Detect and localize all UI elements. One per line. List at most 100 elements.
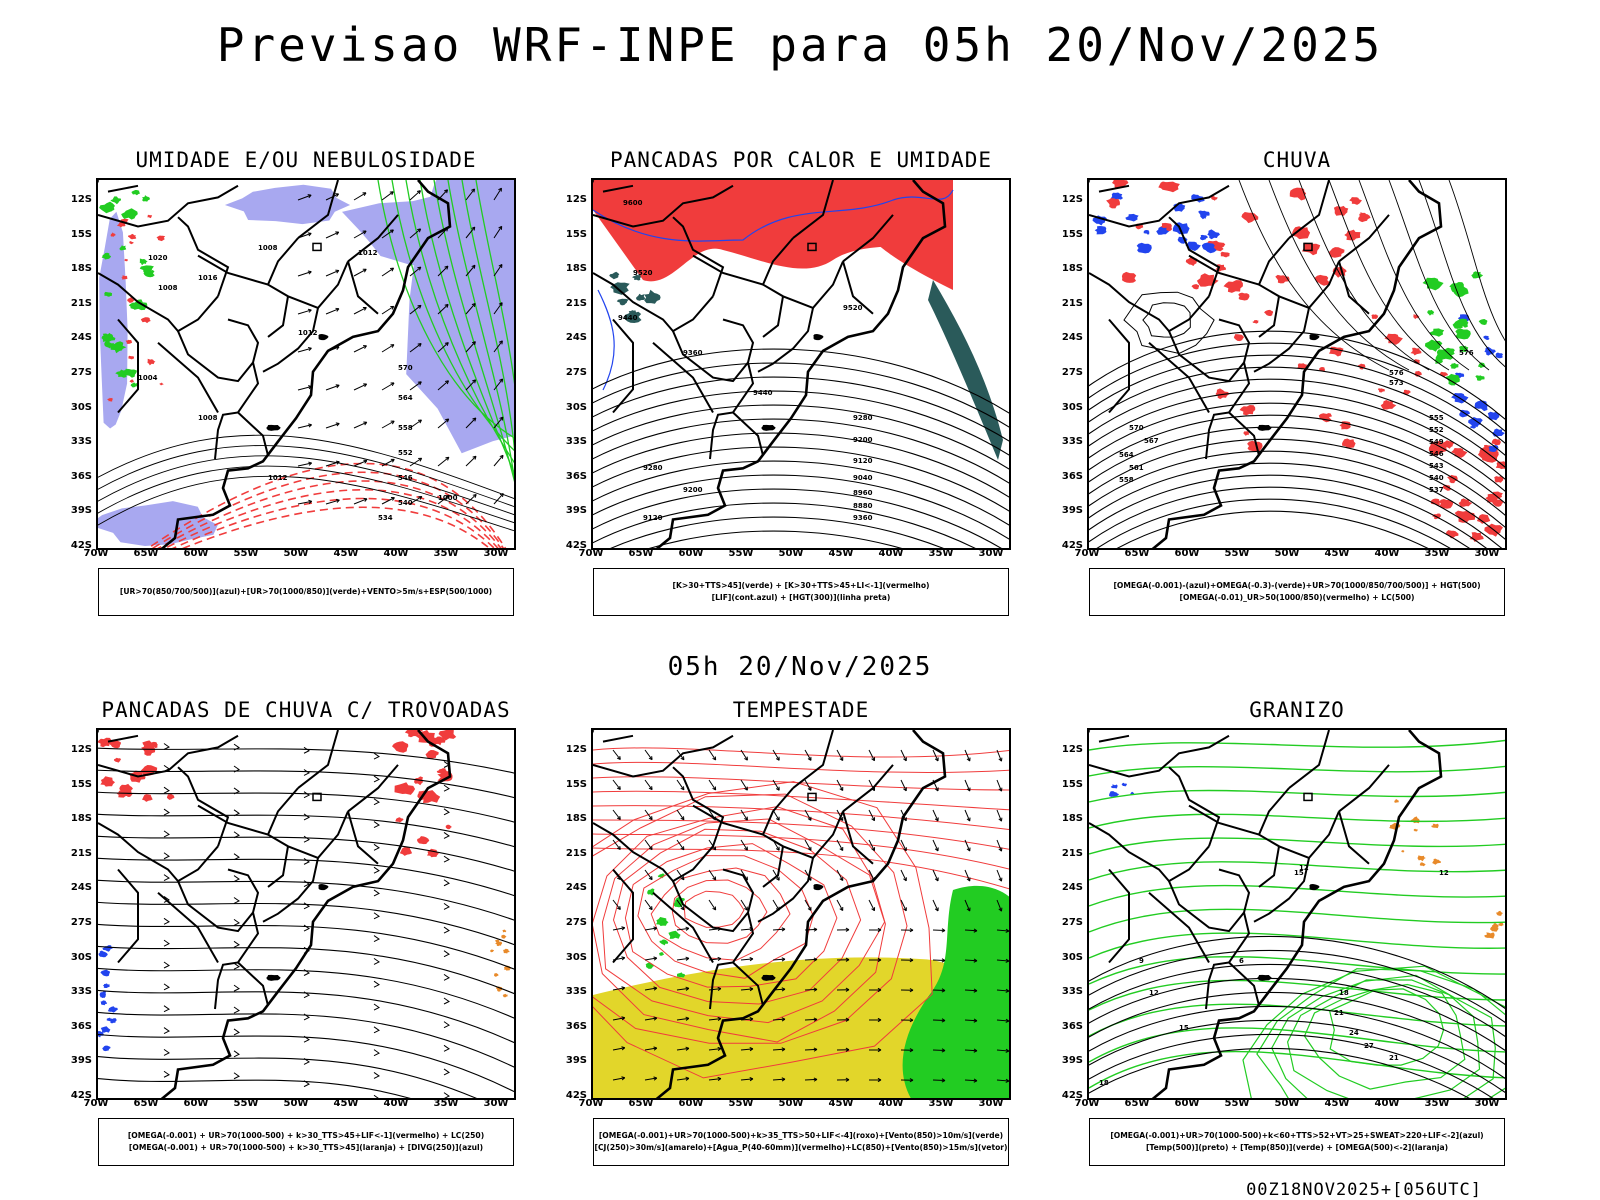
- precipitable-water-contour: [683, 890, 745, 928]
- streamline-arrow: [303, 902, 310, 910]
- political-border: [709, 362, 755, 460]
- wind-vector: [964, 1079, 978, 1082]
- streamline-arrow: [303, 769, 310, 776]
- political-border: [842, 764, 894, 813]
- streamline-arrow: [443, 973, 450, 981]
- rain-blue-area: [1483, 335, 1490, 340]
- wind-vector: [836, 809, 844, 821]
- streamline: [98, 989, 514, 1044]
- rain-red-area: [1380, 400, 1397, 410]
- rain-red-area: [1328, 247, 1345, 258]
- wind-vector: [964, 959, 978, 962]
- contour-label: 570: [398, 364, 413, 372]
- contour-label: 576: [1459, 349, 1474, 357]
- longitude-tick-label: 30W: [1474, 1098, 1500, 1109]
- longitude-tick-label: 60W: [678, 548, 704, 559]
- wind-vector-head: [903, 757, 907, 762]
- temp850-contour: [1089, 884, 1505, 907]
- wind-vector: [493, 226, 503, 239]
- wind-vector-head: [362, 268, 367, 273]
- rain-red-area: [1106, 197, 1120, 209]
- wind-vector-head: [648, 846, 653, 851]
- hgt300-contour: [593, 460, 1009, 526]
- wind-vector-head: [472, 493, 477, 498]
- temp500-contour: [1089, 1005, 1505, 1080]
- streamline-arrow: [373, 957, 380, 965]
- streamline-arrow: [233, 897, 240, 904]
- political-border: [593, 734, 734, 778]
- rain-red-area: [1371, 314, 1379, 320]
- longitude-tick-label: 40W: [878, 548, 904, 559]
- rain-blue-area: [1094, 226, 1107, 235]
- rain-green-area: [1422, 277, 1444, 291]
- wind-vector-head: [966, 817, 971, 822]
- humidity-green-area: [128, 302, 140, 310]
- wind-vector: [644, 899, 653, 910]
- omega-orange-area: [1410, 816, 1420, 824]
- lake: [1257, 974, 1272, 981]
- latitude-tick-label: 33S: [565, 436, 587, 448]
- political-border: [1098, 184, 1130, 193]
- political-border: [842, 811, 874, 865]
- map-plot: 576 573 570 567 564 561 558 555 552 549 546 543 540 5…: [1087, 178, 1507, 550]
- temp500-contour: [1089, 1047, 1470, 1098]
- wind-vector-head: [749, 1017, 754, 1022]
- streamline-arrow: [303, 1013, 310, 1021]
- political-border: [672, 216, 725, 297]
- wind-vector-head: [973, 928, 978, 933]
- latitude-tick-label: 39S: [1061, 505, 1083, 517]
- wind-vector: [708, 1048, 721, 1051]
- political-border: [652, 342, 714, 413]
- wind-vector-head: [712, 846, 717, 851]
- wind-vector: [612, 749, 621, 760]
- political-border: [1168, 766, 1221, 847]
- wind850-green-area: [902, 885, 1009, 1098]
- wind850-green-area: [659, 952, 665, 956]
- latitude-tick-label: 42S: [565, 1090, 587, 1101]
- hgt500-contour: [1089, 426, 1505, 516]
- political-border: [1108, 868, 1130, 964]
- wind-vector-head: [903, 877, 907, 882]
- streamline-arrow: [373, 843, 380, 851]
- wind-vector: [964, 839, 971, 852]
- wind-vector-head: [781, 987, 786, 992]
- wind-vector: [996, 929, 1009, 932]
- longitude-tick-label: 40W: [1374, 1098, 1400, 1109]
- legend-text: [Temp(500)](preto) + [Temp(850)](verde) …: [1145, 1143, 1449, 1152]
- legend-text: [OMEGA(-0.001)+UR>70(1000-500)+k<60+TTS>…: [1110, 1131, 1484, 1140]
- political-border: [1288, 180, 1330, 239]
- wind-vector: [740, 839, 748, 851]
- contour-label: 24: [1349, 1029, 1359, 1037]
- wind-vector: [740, 1078, 753, 1081]
- streamline: [98, 1077, 412, 1098]
- wind-vector-head: [417, 419, 422, 424]
- wind-vector: [804, 899, 812, 911]
- streamline-arrow: [373, 866, 380, 874]
- wind-vector: [868, 839, 875, 851]
- wind-vector-head: [307, 194, 312, 199]
- omega-orange-area: [1394, 799, 1399, 803]
- hgt500-contour: [1089, 462, 1503, 548]
- wind-vector-head: [685, 1046, 690, 1051]
- rain-red-area: [1349, 197, 1362, 205]
- lake: [761, 974, 776, 981]
- hail-blue-area: [1110, 784, 1118, 789]
- wind-vector: [612, 927, 625, 931]
- pressure-contour: [98, 465, 514, 524]
- wind-vector-head: [941, 1078, 946, 1083]
- streamline-arrow: [373, 752, 380, 760]
- wind-vector: [612, 779, 621, 790]
- latitude-tick-label: 18S: [1061, 813, 1083, 825]
- wind-vector-head: [877, 1017, 882, 1023]
- geography: [98, 730, 452, 1098]
- hgt300-contour: [593, 488, 1002, 548]
- thunderstorm-blue-area: [98, 951, 108, 958]
- rain-green-area: [1478, 319, 1488, 325]
- contour-label: 1012: [358, 249, 378, 257]
- latitude-tick-label: 30S: [70, 951, 92, 963]
- rain-blue-area: [1143, 230, 1150, 235]
- wind-vector: [676, 869, 685, 881]
- hgt300-contour: [593, 474, 1009, 540]
- wind-vector-head: [877, 1047, 882, 1053]
- wind-vector-head: [308, 499, 313, 504]
